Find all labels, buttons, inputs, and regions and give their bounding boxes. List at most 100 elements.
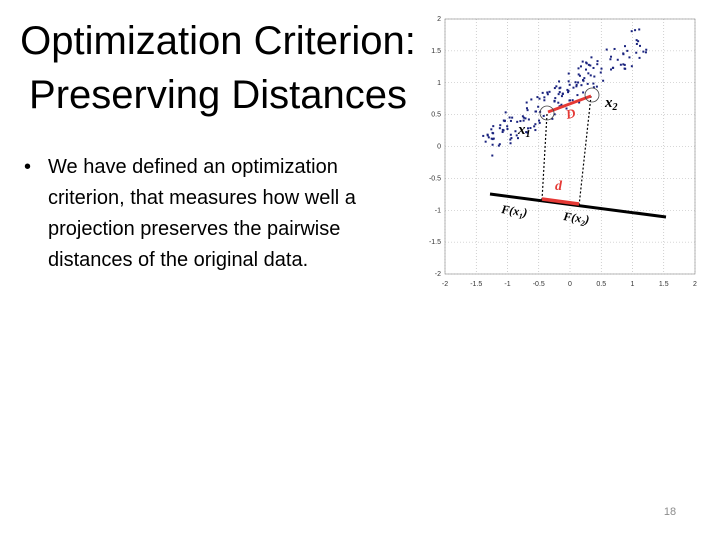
scatter-point xyxy=(504,111,507,114)
x-tick-label: 0.5 xyxy=(596,281,606,288)
scatter-point xyxy=(567,89,570,92)
scatter-point xyxy=(566,88,569,91)
scatter-point xyxy=(491,154,494,157)
bullet-text: We have defined an optimization criterio… xyxy=(48,156,356,271)
scatter-point xyxy=(592,86,595,89)
scatter-point xyxy=(628,56,631,59)
label-F-x1: F(x1) xyxy=(499,202,528,222)
y-tick-label: 0 xyxy=(437,144,441,151)
y-tick-label: -2 xyxy=(435,271,441,278)
scatter-point xyxy=(592,82,595,85)
scatter-point xyxy=(530,98,533,101)
scatter-point xyxy=(509,133,512,136)
scatter-point xyxy=(622,53,625,56)
y-tick-label: 1 xyxy=(437,80,441,87)
scatter-point xyxy=(491,143,494,146)
scatter-point xyxy=(602,79,605,82)
scatter-point xyxy=(581,60,584,63)
scatter-point xyxy=(609,58,612,61)
scatter-point xyxy=(560,95,563,98)
scatter-point xyxy=(506,128,509,131)
scatter-point xyxy=(558,80,561,83)
scatter-point xyxy=(575,83,578,86)
projection-guide-x2 xyxy=(578,95,592,207)
scatter-point xyxy=(534,123,537,126)
scatter-point xyxy=(558,91,561,94)
plot-grid xyxy=(444,18,696,275)
scatter-point xyxy=(565,107,568,110)
scatter-point xyxy=(557,93,560,96)
scatter-point xyxy=(484,140,487,143)
scatter-point xyxy=(515,134,518,137)
scatter-point xyxy=(576,94,579,97)
scatter-point xyxy=(644,51,647,54)
distance-d-segment xyxy=(541,197,580,206)
scatter-point xyxy=(619,63,622,66)
scatter-point xyxy=(572,86,575,89)
scatter-point xyxy=(589,64,592,67)
x-tick-label: 1.5 xyxy=(659,281,669,288)
scatter-point xyxy=(626,49,629,52)
scatter-point xyxy=(501,128,504,131)
scatter-point xyxy=(534,129,537,132)
scatter-point xyxy=(567,72,570,75)
scatter-point xyxy=(543,99,546,102)
scatter-point xyxy=(553,113,556,116)
scatter-point xyxy=(612,66,615,69)
plot-frame xyxy=(444,18,696,275)
y-tick-labels: 2 1.5 1 0.5 0 -0.5 -1 -1.5 -2 xyxy=(429,16,441,278)
scatter-point xyxy=(586,82,589,85)
scatter-point xyxy=(637,40,640,43)
scatter-point xyxy=(587,72,590,75)
scatter-point xyxy=(536,96,539,99)
label-x2: x2 xyxy=(604,95,618,113)
bullet-item: • We have defined an optimization criter… xyxy=(24,152,414,276)
scatter-point xyxy=(490,128,493,131)
scatter-point xyxy=(546,93,549,96)
scatter-point xyxy=(537,105,540,108)
scatter-point xyxy=(571,99,574,102)
scatter-point xyxy=(525,131,528,134)
y-tick-label: -1 xyxy=(435,207,441,214)
title-line-1: Optimization Criterion: xyxy=(20,19,416,63)
scatter-point xyxy=(638,56,641,59)
point-x1-circle xyxy=(539,105,555,121)
point-x2-circle xyxy=(584,87,600,103)
scatter-point xyxy=(553,87,556,90)
scatter-point xyxy=(529,127,532,130)
scatter-point xyxy=(514,130,517,133)
scatter-point xyxy=(501,131,504,134)
scatter-point xyxy=(610,55,613,58)
scatter-point xyxy=(623,45,626,48)
scatter-point xyxy=(583,77,586,80)
scatter-point xyxy=(558,87,561,90)
scatter-point xyxy=(589,74,592,77)
scatter-point xyxy=(585,61,588,64)
scatter-point xyxy=(491,138,494,141)
slide-title: Optimization Criterion: Preserving Dista… xyxy=(8,14,428,122)
scatter-point xyxy=(538,97,541,100)
scatter-point xyxy=(595,85,598,88)
scatter-point xyxy=(600,67,603,70)
scatter-points xyxy=(482,28,648,157)
scatter-point xyxy=(491,131,494,134)
scatter-point xyxy=(542,114,545,117)
scatter-point xyxy=(645,48,648,51)
scatter-point xyxy=(630,30,633,33)
x-tick-label: 0 xyxy=(568,281,572,288)
scatter-point xyxy=(635,42,638,45)
title-line-2: Preserving Distances xyxy=(29,73,407,117)
y-tick-label: 0.5 xyxy=(431,112,441,119)
scatter-point xyxy=(498,127,501,130)
scatter-point xyxy=(616,58,619,61)
scatter-point xyxy=(498,143,501,146)
scatter-point xyxy=(553,100,556,103)
scatter-point xyxy=(525,101,528,104)
x-tick-label: -2 xyxy=(442,281,448,288)
scatter-point xyxy=(492,137,495,140)
scatter-point xyxy=(635,39,638,42)
scatter-point xyxy=(613,47,616,50)
scatter-point xyxy=(527,127,530,130)
scatter-point xyxy=(522,116,525,119)
scatter-point xyxy=(599,71,602,74)
